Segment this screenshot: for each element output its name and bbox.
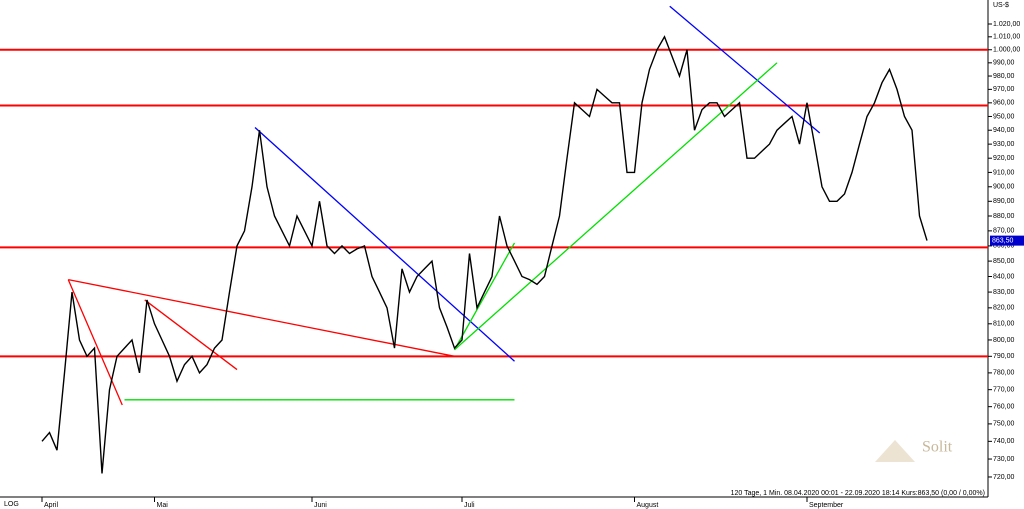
trend-line bbox=[68, 278, 455, 357]
trend-line bbox=[254, 126, 515, 362]
y-tick-label: 970,00 bbox=[993, 86, 1015, 93]
y-tick-label: 820,00 bbox=[993, 305, 1015, 312]
y-tick-label: 910,00 bbox=[993, 169, 1015, 176]
y-tick-label: 840,00 bbox=[993, 273, 1015, 280]
axis-unit: US-$ bbox=[993, 2, 1009, 9]
x-tick-label: Juli bbox=[464, 502, 475, 509]
y-tick-label: 780,00 bbox=[993, 370, 1015, 377]
y-tick-label: 950,00 bbox=[993, 113, 1015, 120]
y-tick-label: 790,00 bbox=[993, 353, 1015, 360]
x-tick-label: Juni bbox=[314, 502, 327, 509]
logo-shape bbox=[875, 440, 915, 462]
y-tick-label: 800,00 bbox=[993, 337, 1015, 344]
x-tick-label: Mai bbox=[157, 502, 169, 509]
watermark-logo bbox=[875, 440, 915, 462]
y-tick-label: 1.000,00 bbox=[993, 47, 1020, 54]
trend-line bbox=[669, 5, 821, 134]
info-text: 120 Tage, 1 Min. 08.04.2020 00:01 - 22.0… bbox=[731, 490, 985, 497]
y-tick-label: 900,00 bbox=[993, 184, 1015, 191]
x-tick-label: April bbox=[44, 502, 58, 509]
y-tick-label: 890,00 bbox=[993, 198, 1015, 205]
scale-label: LOG bbox=[4, 501, 19, 508]
y-tick-label: 740,00 bbox=[993, 438, 1015, 445]
y-tick-label: 920,00 bbox=[993, 155, 1015, 162]
trend-line bbox=[453, 242, 516, 351]
trend-line bbox=[144, 299, 238, 371]
y-tick-label: 770,00 bbox=[993, 387, 1015, 394]
y-tick-label: 870,00 bbox=[993, 228, 1015, 235]
y-tick-label: 860,00 bbox=[993, 243, 1015, 250]
y-tick-label: 720,00 bbox=[993, 474, 1015, 481]
y-tick-label: 750,00 bbox=[993, 421, 1015, 428]
watermark: Solit bbox=[922, 439, 953, 456]
price-label-box bbox=[990, 235, 1024, 246]
y-tick-label: 930,00 bbox=[993, 141, 1015, 148]
y-tick-label: 830,00 bbox=[993, 289, 1015, 296]
y-tick-label: 760,00 bbox=[993, 404, 1015, 411]
price-label: 863,50 bbox=[992, 237, 1014, 244]
y-tick-label: 880,00 bbox=[993, 213, 1015, 220]
y-tick-label: 940,00 bbox=[993, 127, 1015, 134]
y-tick-label: 730,00 bbox=[993, 456, 1015, 463]
y-tick-label: 990,00 bbox=[993, 60, 1015, 67]
y-tick-label: 850,00 bbox=[993, 258, 1015, 265]
x-tick-label: September bbox=[809, 502, 844, 509]
y-tick-label: 810,00 bbox=[993, 321, 1015, 328]
x-tick-label: August bbox=[637, 502, 659, 509]
y-tick-label: 980,00 bbox=[993, 73, 1015, 80]
trend-line bbox=[454, 62, 778, 351]
y-tick-label: 1.020,00 bbox=[993, 21, 1020, 28]
y-tick-label: 1.010,00 bbox=[993, 34, 1020, 41]
trend-line bbox=[67, 279, 123, 406]
y-tick-label: 960,00 bbox=[993, 100, 1015, 107]
price-line bbox=[41, 35, 928, 474]
